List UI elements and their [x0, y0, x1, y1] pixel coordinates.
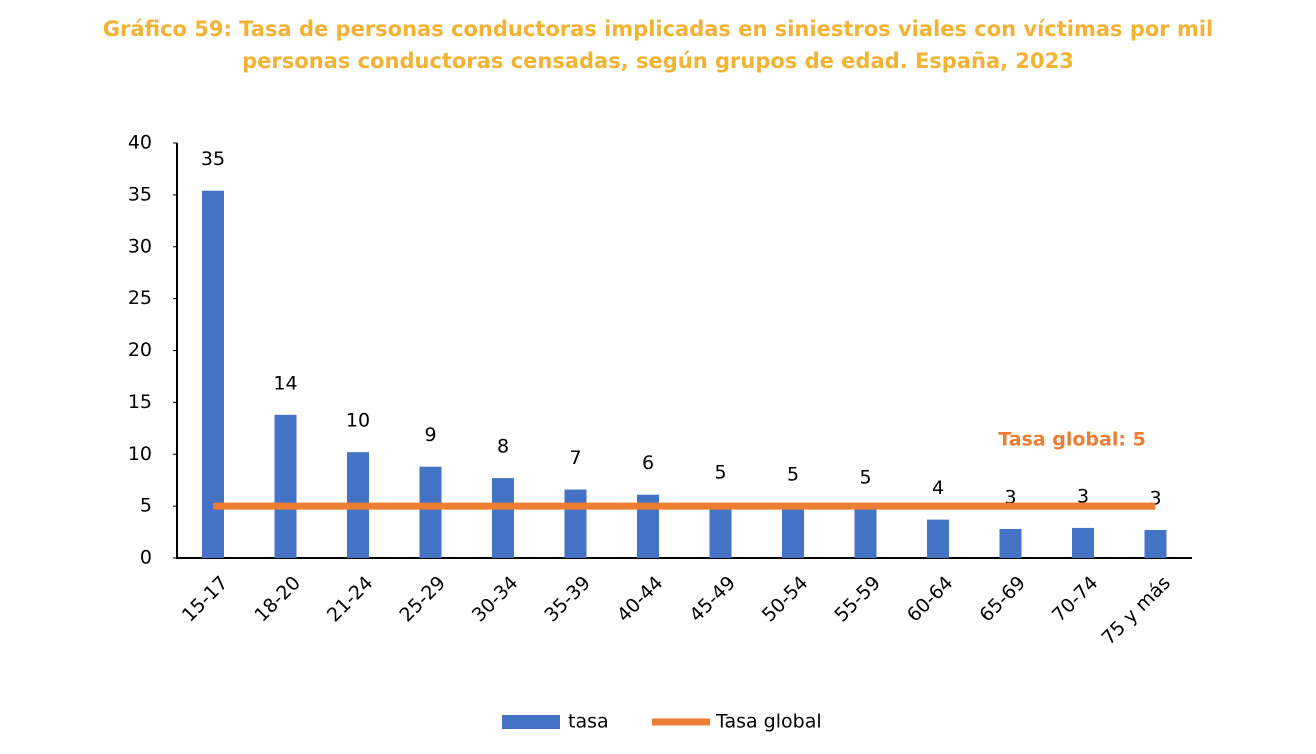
data-label: 10: [346, 410, 370, 432]
data-label: 7: [569, 447, 581, 469]
y-tick-label: 25: [128, 287, 152, 309]
y-tick-label: 5: [140, 495, 152, 517]
bar: [1144, 529, 1167, 558]
bar: [637, 494, 659, 558]
x-tick-label: 15-17: [178, 572, 233, 627]
bar: [782, 506, 804, 558]
x-tick-label: 21-24: [323, 572, 378, 627]
data-label: 5: [714, 462, 726, 484]
bar: [419, 466, 442, 558]
y-tick-label: 10: [128, 443, 152, 465]
y-tick-label: 40: [128, 132, 152, 154]
data-label: 3: [1077, 485, 1089, 507]
data-label: 5: [787, 464, 799, 486]
chart-title: personas conductoras censadas, según gru…: [242, 49, 1074, 73]
data-label: 9: [424, 424, 436, 446]
y-tick-label: 15: [128, 391, 152, 413]
x-tick-label: 75 y más: [1097, 572, 1174, 649]
legend-label: Tasa global: [715, 711, 822, 733]
bar: [564, 489, 587, 558]
bar: [999, 528, 1022, 558]
legend-swatch: [502, 715, 560, 729]
y-tick-label: 20: [128, 339, 152, 361]
chart-title: Gráfico 59: Tasa de personas conductoras…: [103, 17, 1214, 41]
data-label: 5: [859, 467, 871, 489]
x-tick-label: 40-44: [613, 572, 668, 627]
bar: [492, 478, 514, 558]
data-label: 35: [201, 148, 225, 170]
bar: [274, 414, 297, 558]
x-tick-label: 60-64: [903, 572, 958, 627]
bar: [202, 190, 224, 558]
y-tick-label: 35: [128, 183, 152, 205]
x-tick-label: 70-74: [1048, 572, 1103, 627]
bar: [854, 509, 877, 558]
x-tick-label: 35-39: [540, 572, 595, 627]
legend-label: tasa: [568, 711, 609, 733]
data-label: 8: [497, 436, 509, 458]
bar: [1072, 527, 1094, 558]
y-tick-label: 0: [140, 547, 152, 569]
x-tick-label: 30-34: [468, 572, 523, 627]
x-tick-label: 65-69: [975, 572, 1030, 627]
x-tick-label: 50-54: [758, 572, 813, 627]
y-tick-label: 30: [128, 235, 152, 257]
bar: [709, 504, 732, 558]
x-tick-label: 25-29: [395, 572, 450, 627]
x-tick-label: 45-49: [685, 572, 740, 627]
annotation: Tasa global: 5: [998, 429, 1146, 451]
x-tick-label: 18-20: [250, 572, 305, 627]
x-tick-label: 55-59: [830, 572, 885, 627]
data-label: 14: [273, 372, 297, 394]
data-label: 4: [932, 477, 944, 499]
data-label: 6: [642, 452, 654, 474]
bar: [927, 519, 949, 558]
